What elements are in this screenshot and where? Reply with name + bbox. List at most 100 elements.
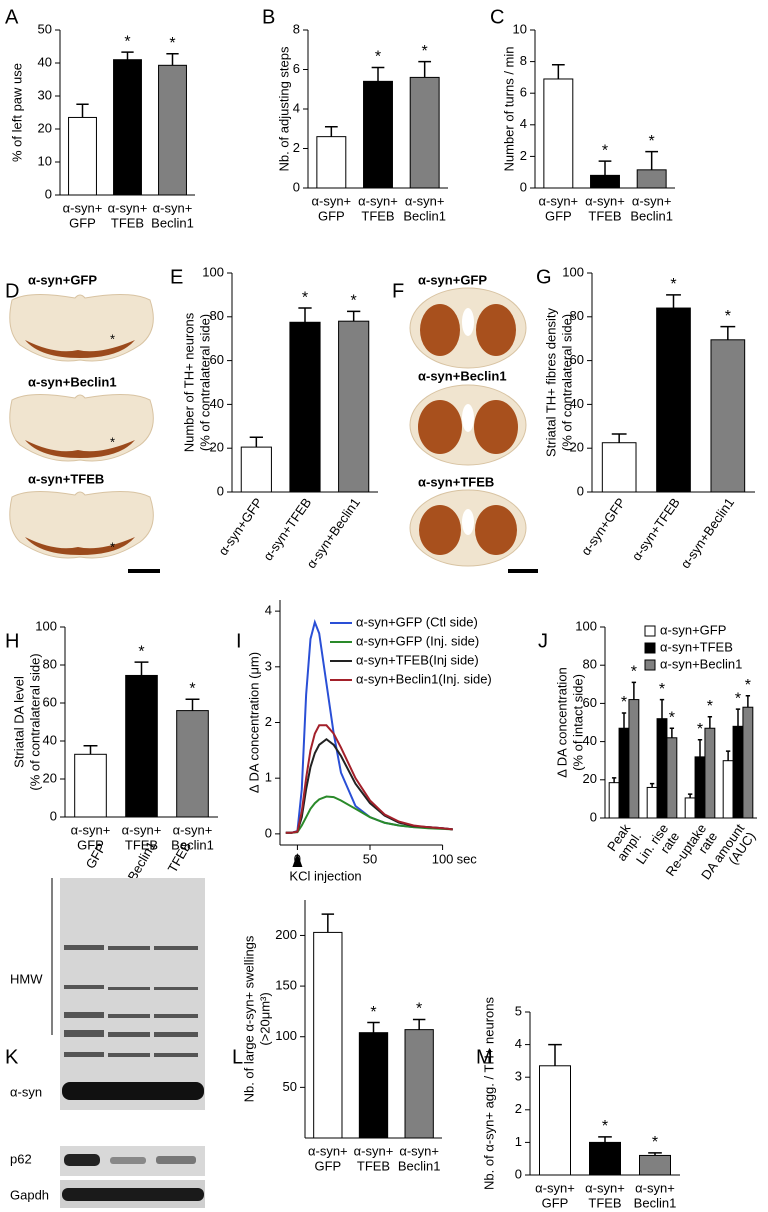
band-label: HMW: [10, 971, 43, 986]
y-axis-label: Δ DA concentration: [554, 667, 569, 778]
y-tick-label: 3: [515, 1069, 522, 1084]
y-tick-label: 20: [583, 771, 597, 786]
image-label: α-syn+Beclin1: [418, 368, 507, 383]
bar: [363, 80, 393, 189]
x-tick-label: α-syn+: [399, 1143, 439, 1158]
bar: [732, 725, 744, 819]
tissue-stain: [475, 505, 517, 555]
error-bar: [659, 698, 665, 719]
y-tick-label: 40: [570, 396, 584, 411]
bar: [74, 753, 107, 818]
y-tick-label: 100: [35, 618, 57, 633]
y-tick-label: 100: [562, 264, 584, 279]
error-bar: [697, 738, 703, 757]
y-tick-label: 2: [520, 148, 527, 163]
significance-mark: *: [351, 293, 357, 310]
bar: [628, 699, 640, 819]
y-tick-label: 20: [210, 440, 224, 455]
annotation: KCl injection: [289, 868, 361, 883]
y-tick-label: 0: [217, 483, 224, 498]
x-tick-label: α-syn+: [71, 822, 111, 837]
error-bar: [548, 1043, 562, 1066]
y-tick-label: 0: [45, 186, 52, 201]
bar: [316, 136, 347, 189]
significance-mark: *: [745, 677, 751, 694]
scale-bar: [128, 569, 160, 573]
image-label: α-syn+Beclin1: [28, 374, 117, 389]
bar: [404, 1029, 434, 1139]
bar: [618, 727, 630, 819]
x-tick-label: α-syn+: [405, 193, 445, 208]
y-tick-label: 2: [265, 714, 272, 729]
y-tick-label: 60: [570, 352, 584, 367]
y-tick-label: 50: [38, 21, 52, 36]
x-tick-label: Beclin1: [634, 1195, 677, 1210]
x-tick-label: α-syn+TFEB: [260, 495, 314, 563]
bar: [589, 1141, 621, 1176]
panel-letter: K: [5, 1046, 19, 1068]
x-tick-label: α-syn+TFEB: [629, 495, 683, 563]
legend-label: α-syn+TFEB(Inj side): [356, 652, 479, 667]
x-tick-label: GFP: [545, 208, 572, 223]
x-tick-label: α-syn+: [153, 200, 193, 215]
image-label: α-syn+TFEB: [28, 471, 104, 486]
y-tick-label: 1: [515, 1134, 522, 1149]
y-tick-label: 40: [210, 396, 224, 411]
image-label: α-syn+GFP: [418, 272, 487, 287]
error-bar: [735, 708, 741, 727]
x-tick-label: α-syn+: [535, 1180, 575, 1195]
bar: [636, 169, 667, 189]
ventricle: [462, 308, 474, 336]
image-label: α-syn+GFP: [28, 272, 97, 287]
panel-letter: H: [5, 630, 19, 652]
tissue-stain: [420, 304, 460, 356]
y-tick-label: 60: [43, 694, 57, 709]
y-tick-label: 60: [583, 695, 597, 710]
error-bar: [76, 103, 89, 118]
bar: [158, 64, 187, 196]
significance-mark: *: [602, 142, 608, 159]
legend-label: α-syn+Beclin1(Inj. side): [356, 671, 492, 686]
x-tick-label: TFEB: [588, 1195, 621, 1210]
panel-letter: G: [536, 266, 552, 288]
x-tick-label: Beclin1: [151, 215, 194, 230]
x-tick-label: α-syn+: [585, 1180, 625, 1195]
legend-label: α-syn+Beclin1: [660, 656, 742, 671]
ventricle: [462, 404, 474, 432]
x-tick-label: TFEB: [588, 208, 621, 223]
y-axis-label: Number of TH+ neurons: [181, 312, 196, 452]
x-tick-label: α-syn+Beclin1: [303, 495, 362, 571]
y-tick-label: 0: [50, 808, 57, 823]
tissue-section: [9, 490, 154, 559]
error-bar: [645, 150, 659, 170]
error-bar: [371, 66, 385, 82]
error-bar: [621, 712, 627, 729]
x-tick-label: α-syn+GFP: [578, 495, 628, 558]
bar: [742, 706, 754, 819]
tissue-stain: [25, 340, 135, 358]
y-tick-label: 60: [210, 352, 224, 367]
y-tick-label: 1: [265, 770, 272, 785]
blot-band: [64, 1154, 100, 1166]
error-bar: [611, 433, 627, 443]
error-bar: [134, 661, 149, 676]
y-tick-label: 30: [38, 87, 52, 102]
panel-letter: E: [170, 266, 183, 288]
y-tick-label: 80: [570, 308, 584, 323]
y-tick-label: 8: [293, 21, 300, 36]
y-tick-label: 6: [293, 61, 300, 76]
y-axis-label: Δ DA concentration (μm): [246, 652, 261, 793]
significance-mark: *: [621, 694, 627, 711]
bar: [639, 1154, 671, 1176]
y-axis-label: % of left paw use: [9, 63, 24, 162]
x-tick-label: α-syn+GFP: [215, 495, 265, 558]
error-bar: [412, 1018, 426, 1030]
x-tick-label: Beclin1: [171, 837, 214, 852]
y-tick-label: 6: [520, 85, 527, 100]
tissue-stain: [25, 440, 135, 458]
error-bar: [687, 793, 693, 798]
band-label: α-syn: [10, 1084, 42, 1099]
x-tick-label: α-syn+Beclin1: [678, 495, 737, 571]
bar: [289, 321, 321, 493]
